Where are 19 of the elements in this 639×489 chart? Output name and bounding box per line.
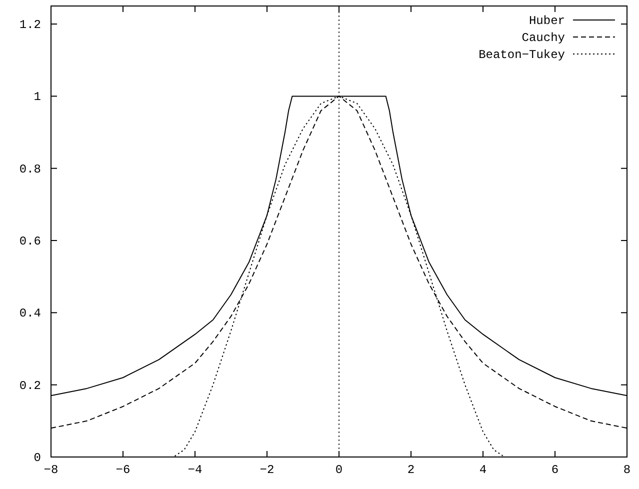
x-tick-label: −8 [44,463,58,477]
x-tick-label: 6 [551,463,559,477]
legend-label: Huber [528,14,565,28]
y-tick-label: 0.6 [19,234,41,249]
x-tick-label: −2 [260,463,274,477]
y-tick-label: 0.4 [19,306,41,321]
y-tick-label: 1.2 [19,18,41,32]
x-tick-label: 8 [623,463,631,477]
x-tick-label: 2 [407,463,415,477]
y-tick-label: 0 [34,451,41,465]
x-tick-label: 4 [479,463,487,477]
y-tick-label: 0.8 [19,162,41,176]
y-tick-label: 0.2 [19,378,41,393]
x-tick-label: −6 [116,463,130,477]
x-tick-label: −4 [188,463,202,477]
x-tick-label: 0 [335,463,343,477]
legend-label: Cauchy [522,31,565,45]
legend-label: Beaton−Tukey [478,48,565,62]
y-tick-label: 1 [34,90,41,104]
